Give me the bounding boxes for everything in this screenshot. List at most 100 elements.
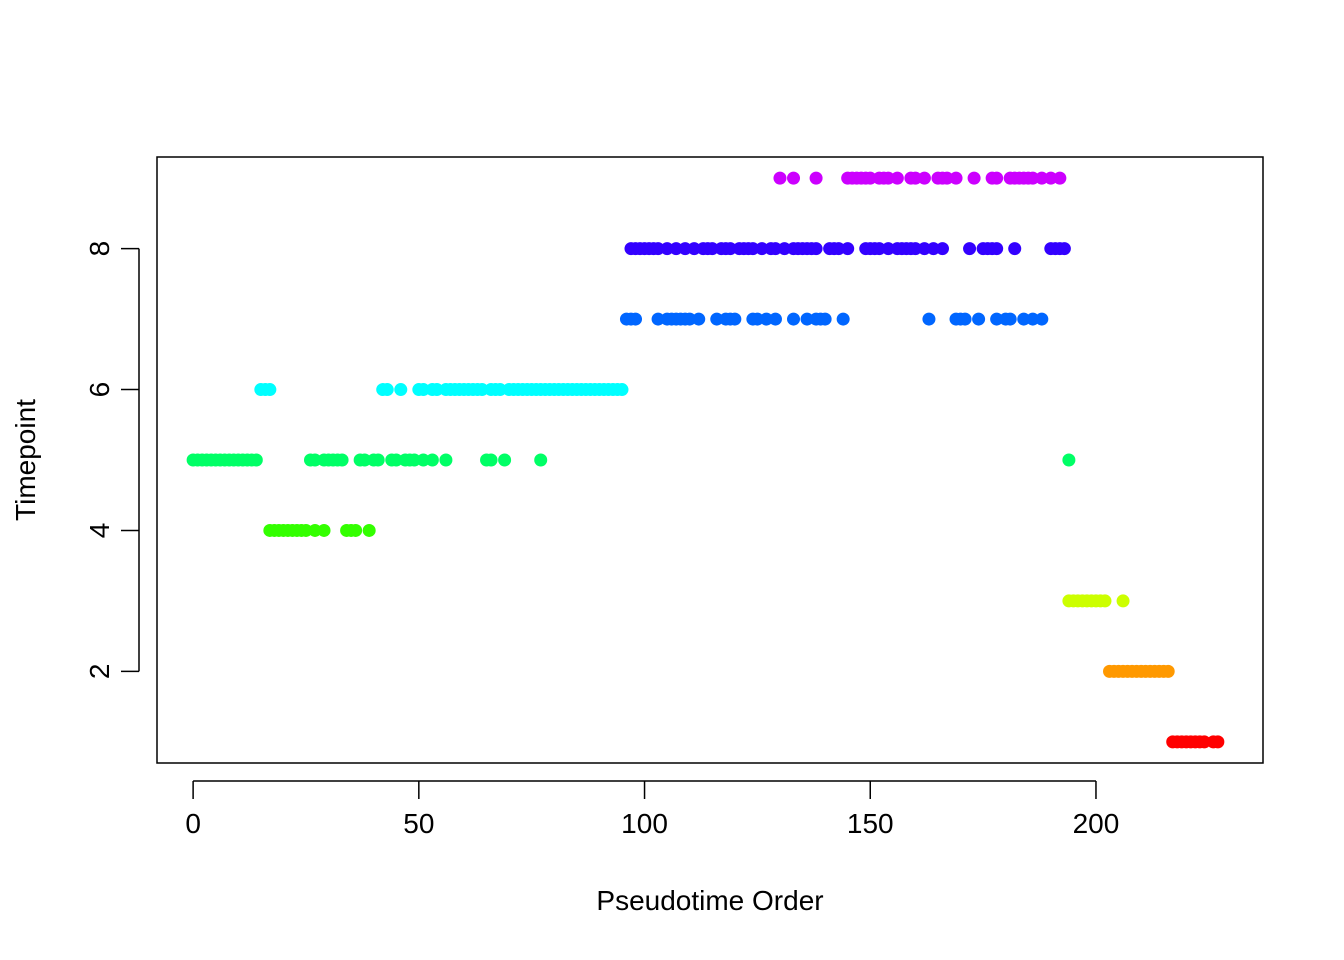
data-point [1057,242,1071,256]
data-point [407,453,421,467]
y-tick-label: 8 [84,241,115,257]
data-point [1053,171,1067,185]
data-point [660,242,674,256]
y-axis-label: Timepoint [10,399,41,521]
data-point [475,383,489,397]
data-point [972,312,986,326]
data-point [1035,171,1049,185]
data-point [922,312,936,326]
data-point [917,171,931,185]
data-point [940,171,954,185]
data-point [881,242,895,256]
data-point [863,171,877,185]
data-point [498,453,512,467]
data-point [1098,594,1112,608]
data-point [1008,242,1022,256]
x-tick-label: 150 [847,808,894,839]
data-point [394,383,408,397]
data-point [773,171,787,185]
data-point [832,242,846,256]
data-point [908,171,922,185]
data-point [958,312,972,326]
data-point [926,242,940,256]
data-point [678,242,692,256]
data-point [755,242,769,256]
data-point [759,312,773,326]
data-point [1116,594,1130,608]
data-point [1211,735,1225,749]
data-point [750,312,764,326]
data-point [809,171,823,185]
data-point [963,242,977,256]
data-point [425,453,439,467]
data-point [493,383,507,397]
data-point [990,312,1004,326]
data-point [1062,453,1076,467]
y-tick-label: 4 [84,523,115,539]
data-point [841,242,855,256]
data-point [416,383,430,397]
x-tick-label: 200 [1073,808,1120,839]
plot-frame [156,156,1264,764]
data-point [1044,171,1058,185]
data-point [800,312,814,326]
data-point [723,242,737,256]
x-tick-label: 0 [185,808,201,839]
data-point [787,312,801,326]
y-axis: 2 4 6 8 [84,241,140,680]
x-tick-label: 50 [403,808,434,839]
data-point [710,312,724,326]
y-tick-label: 6 [84,382,115,398]
data-point [818,312,832,326]
data-point [768,242,782,256]
x-axis-label: Pseudotime Order [596,885,823,916]
data-point [1161,664,1175,678]
x-axis: 0 50 100 150 200 [185,780,1120,839]
data-point [908,242,922,256]
data-point [1035,312,1049,326]
data-point [299,523,313,537]
data-point [439,453,453,467]
data-point [308,453,322,467]
data-point [935,242,949,256]
data-point [777,242,791,256]
data-point [534,453,548,467]
data-point [371,453,385,467]
data-point [836,312,850,326]
data-points [186,171,1225,749]
data-point [349,523,363,537]
data-point [705,242,719,256]
data-point [683,312,697,326]
data-point [416,453,430,467]
data-point [967,171,981,185]
data-point [746,242,760,256]
data-point [917,242,931,256]
data-point [1197,735,1211,749]
data-point [890,171,904,185]
data-point [1017,312,1031,326]
data-point [651,242,665,256]
data-point [484,453,498,467]
data-point [358,453,372,467]
data-point [669,242,683,256]
data-point [1026,312,1040,326]
data-point [317,523,331,537]
data-point [687,242,701,256]
data-point [768,312,782,326]
data-point [263,383,277,397]
data-point [787,171,801,185]
data-point [249,453,263,467]
data-point [430,383,444,397]
data-point [380,383,394,397]
data-point [949,171,963,185]
data-point [629,312,643,326]
x-tick-label: 100 [621,808,668,839]
y-tick-label: 2 [84,664,115,680]
data-point [809,242,823,256]
data-point [615,383,629,397]
data-point [651,312,665,326]
data-point [990,242,1004,256]
data-point [308,523,322,537]
data-point [990,171,1004,185]
